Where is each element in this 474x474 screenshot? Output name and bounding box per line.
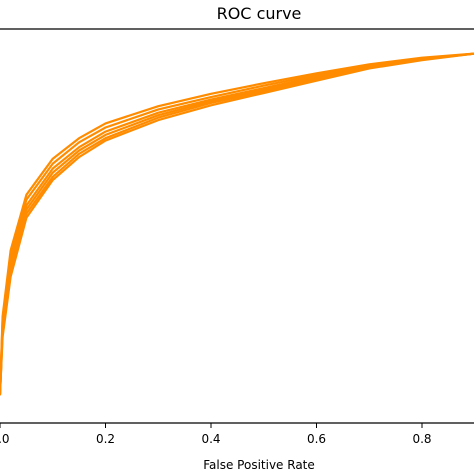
axes <box>0 28 474 424</box>
x-tick-label: 0.0 <box>0 432 10 446</box>
x-tick-label: 0.6 <box>307 432 326 446</box>
roc-curve-line <box>0 52 474 396</box>
x-tick-label: 0.8 <box>412 432 431 446</box>
roc-curve-line <box>0 52 474 396</box>
x-tick-label: 0.4 <box>201 432 220 446</box>
roc-curve-line <box>0 52 474 396</box>
chart-title: ROC curve <box>217 4 302 23</box>
x-tick-label: 0.2 <box>96 432 115 446</box>
x-axis-label: False Positive Rate <box>203 458 315 472</box>
x-ticks: 0.0 0.2 0.4 0.6 0.8 <box>0 423 432 446</box>
roc-curve-line <box>0 52 474 396</box>
roc-curve-line <box>0 52 474 396</box>
roc-curves <box>0 52 474 396</box>
roc-curve-line <box>0 52 474 396</box>
